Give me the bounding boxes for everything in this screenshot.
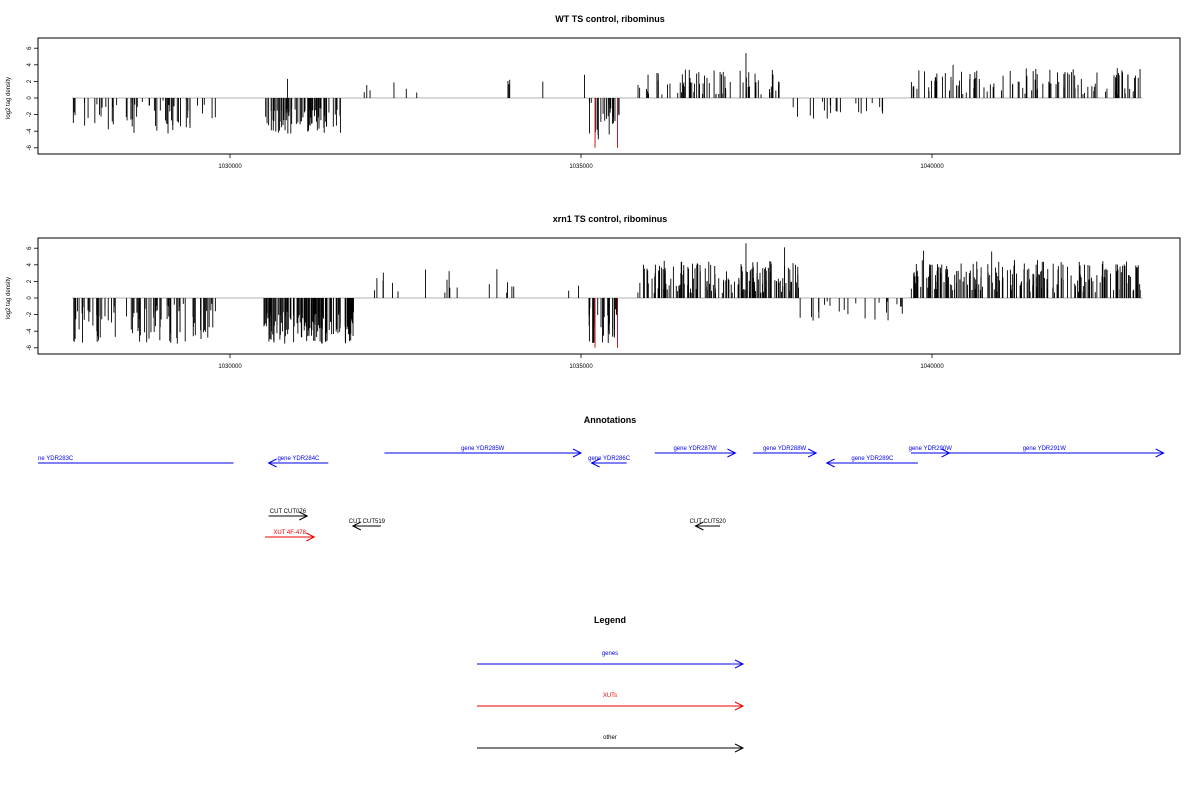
legend-label: XUTs [603,693,617,699]
y-tick-label: -2 [27,311,33,317]
annotations-title: Annotations [584,415,637,425]
x-tick-label: 1030000 [218,364,242,370]
wt-plot-frame [37,37,1181,155]
feature-label: CUT CUT076 [270,509,307,515]
x-tick-label: 1035000 [569,364,593,370]
legend-item-xut: XUTs [477,693,745,711]
y-tick-label: 2 [27,279,33,283]
annotation-feature: gene YDR287W [654,446,737,458]
y-tick-label: 4 [27,262,33,266]
x-tick-label: 1035000 [569,164,593,170]
wt-panel-title: WT TS control, ribominus [555,14,665,24]
feature-label: gene YDR289C [851,456,894,462]
arrow-head [1155,448,1165,458]
arrow-head [351,521,362,531]
annotation-feature: gene YDR285W [384,446,583,458]
wt-y-axis-label: log2 tag density [6,77,12,119]
arrow-head [734,659,745,669]
annotation-feature: CUT CUT519 [349,519,386,531]
y-tick-label: 2 [27,79,33,83]
arrow-head [727,448,737,458]
annotation-feature: gene YDR284C [267,456,329,468]
feature-label: CUT CUT519 [349,519,386,525]
y-tick-label: 6 [27,246,33,250]
feature-label: gene YDR287W [673,446,717,452]
feature-label: gene YDR286C [588,456,631,462]
legend-title: Legend [594,615,626,625]
annotation-feature: ne YDR283C [38,456,234,464]
wt-density-panel: WT TS control, ribominus log2 tag densit… [6,14,1181,170]
x-tick-label: 1040000 [920,164,944,170]
feature-label: XUT 4F-478 [273,530,306,536]
legend-label: other [603,735,617,741]
arrow-head [572,448,583,458]
xrn1-panel-title: xrn1 TS control, ribominus [553,214,668,224]
xrn1-density-panel: xrn1 TS control, ribominus log2 tag dens… [6,214,1181,370]
y-tick-label: 6 [27,46,33,50]
feature-label: CUT CUT520 [690,519,727,525]
legend-item-other: other [477,735,745,753]
annotation-feature: CUT CUT076 [268,509,309,521]
arrow-head [306,532,316,542]
wt-axis-ticks: 6 4 2 0 -2 -4 -6 1030000 1035000 1040000 [27,46,944,170]
y-tick-label: -4 [27,128,33,134]
annotation-feature: CUT CUT520 [690,519,727,531]
xrn1-bars [72,243,1143,348]
y-tick-label: 4 [27,62,33,66]
xrn1-y-axis-label: log2 tag density [6,277,12,319]
xrn1-plot-frame [37,237,1181,355]
annotation-feature: gene YDR288W [752,446,818,458]
feature-label: gene YDR291W [1023,446,1067,452]
legend-items: genes XUTs other [477,651,745,753]
annotation-features: ne YDR283C gene YDR284C gene YDR285W gene Y… [38,446,1165,542]
annotation-feature: gene YDR291W [924,446,1165,458]
annotation-feature: gene YDR286C [588,456,631,468]
wt-bars [72,53,1143,148]
arrow-head [298,511,309,521]
y-tick-label: -4 [27,328,33,334]
y-tick-label: 0 [27,296,33,300]
feature-label: gene YDR288W [763,446,807,452]
x-tick-label: 1030000 [218,164,242,170]
arrow-head [590,458,600,468]
feature-label: ne YDR283C [38,456,74,462]
arrow-head [694,521,704,531]
legend-item-gene: genes [477,651,745,669]
annotation-feature: gene YDR289C [825,456,918,468]
y-tick-label: -6 [27,344,33,350]
arrow-head [825,458,835,468]
y-tick-label: 0 [27,96,33,100]
annotations-panel: Annotations ne YDR283C gene YDR284C gene Y… [38,415,1165,542]
arrow-head [734,743,745,753]
legend-panel: Legend genes XUTs other [477,615,745,753]
arrow-head [267,458,277,468]
annotation-feature: XUT 4F-478 [265,530,316,542]
feature-label: gene YDR284C [277,456,320,462]
feature-label: gene YDR285W [461,446,505,452]
legend-label: genes [602,651,618,657]
xrn1-axis-ticks: 6 4 2 0 -2 -4 -6 1030000 1035000 1040000 [27,246,944,370]
y-tick-label: -6 [27,144,33,150]
feature-label: gene YDR290W [909,446,953,452]
x-tick-label: 1040000 [920,364,944,370]
y-tick-label: -2 [27,111,33,117]
arrow-head [734,701,745,711]
arrow-head [807,448,818,458]
annotation-feature: gene YDR290W [909,446,953,458]
